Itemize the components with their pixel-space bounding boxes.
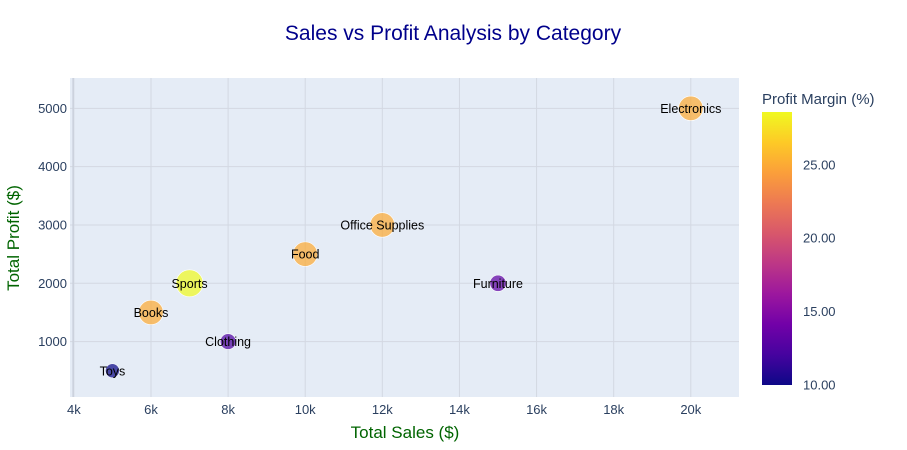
grid-lines bbox=[70, 78, 739, 397]
y-tick-label: 4000 bbox=[38, 159, 67, 174]
x-tick-label: 10k bbox=[295, 402, 316, 417]
colorbar-tick-label: 20.00 bbox=[803, 231, 836, 246]
colorbar-tick-label: 15.00 bbox=[803, 304, 836, 319]
x-tick-label: 20k bbox=[680, 402, 701, 417]
data-point[interactable] bbox=[219, 333, 237, 350]
x-tick-label: 14k bbox=[449, 402, 470, 417]
x-tick-label: 6k bbox=[144, 402, 158, 417]
y-tick-label: 2000 bbox=[38, 276, 67, 291]
data-label: Books bbox=[134, 306, 169, 320]
colorbar-gradient bbox=[762, 112, 792, 385]
x-tick-label: 12k bbox=[372, 402, 393, 417]
x-tick-label: 4k bbox=[67, 402, 81, 417]
colorbar-tick-label: 25.00 bbox=[803, 157, 836, 172]
data-labels: Toys Books Sports Clothing Food Office Suppli… bbox=[100, 102, 722, 378]
x-tick-label: 16k bbox=[526, 402, 547, 417]
colorbar: Profit Margin (%) 10.00 15.00 20.00 25.00 bbox=[762, 91, 875, 393]
data-point[interactable] bbox=[105, 363, 120, 379]
data-point[interactable] bbox=[489, 274, 507, 292]
x-tick-label: 8k bbox=[221, 402, 235, 417]
x-tick-label: 18k bbox=[603, 402, 624, 417]
data-point[interactable] bbox=[678, 95, 704, 121]
data-label: Clothing bbox=[205, 335, 251, 349]
data-label: Food bbox=[291, 248, 320, 262]
x-axis-title: Total Sales ($) bbox=[351, 423, 460, 442]
chart-title: Sales vs Profit Analysis by Category bbox=[285, 22, 622, 45]
data-point[interactable] bbox=[369, 212, 395, 238]
plot-area bbox=[70, 78, 739, 397]
axis-ticks: 4k 6k 8k 10k 12k 14k 16k 18k 20k 1000 2000 3000 4000… bbox=[38, 101, 702, 417]
data-label: Furniture bbox=[473, 277, 523, 291]
data-point[interactable] bbox=[175, 269, 204, 298]
data-label: Sports bbox=[171, 277, 207, 291]
colorbar-title: Profit Margin (%) bbox=[762, 91, 875, 108]
y-tick-label: 3000 bbox=[38, 217, 67, 232]
colorbar-ticks: 10.00 15.00 20.00 25.00 bbox=[803, 157, 836, 392]
data-point[interactable] bbox=[138, 299, 164, 325]
y-tick-label: 1000 bbox=[38, 334, 67, 349]
y-tick-label: 5000 bbox=[38, 101, 67, 116]
colorbar-tick-label: 10.00 bbox=[803, 378, 836, 393]
data-points bbox=[105, 95, 704, 379]
data-label: Office Supplies bbox=[340, 218, 424, 232]
data-label: Electronics bbox=[660, 102, 721, 116]
y-axis-title: Total Profit ($) bbox=[4, 185, 23, 291]
data-label: Toys bbox=[100, 364, 126, 378]
data-point[interactable] bbox=[292, 241, 318, 267]
